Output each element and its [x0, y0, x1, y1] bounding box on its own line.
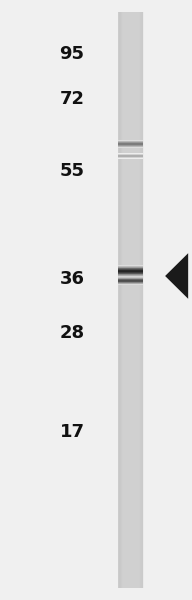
- Text: 36: 36: [60, 270, 84, 288]
- Text: 28: 28: [59, 324, 84, 342]
- Bar: [141, 12, 142, 588]
- Bar: [120, 12, 122, 588]
- Bar: [118, 12, 120, 588]
- Bar: [119, 12, 120, 588]
- Bar: [140, 12, 141, 588]
- Bar: [142, 12, 143, 588]
- Bar: [142, 12, 143, 588]
- Text: 72: 72: [60, 90, 84, 108]
- Text: 55: 55: [60, 162, 84, 180]
- Bar: [140, 12, 142, 588]
- Polygon shape: [165, 253, 188, 299]
- Bar: [119, 12, 121, 588]
- Text: 95: 95: [60, 45, 84, 63]
- Bar: [139, 12, 141, 588]
- Bar: [121, 12, 122, 588]
- Bar: [118, 12, 143, 588]
- Bar: [121, 12, 123, 588]
- Bar: [118, 12, 119, 588]
- Bar: [141, 12, 142, 588]
- Bar: [120, 12, 121, 588]
- Text: 17: 17: [60, 423, 84, 441]
- Bar: [143, 12, 144, 588]
